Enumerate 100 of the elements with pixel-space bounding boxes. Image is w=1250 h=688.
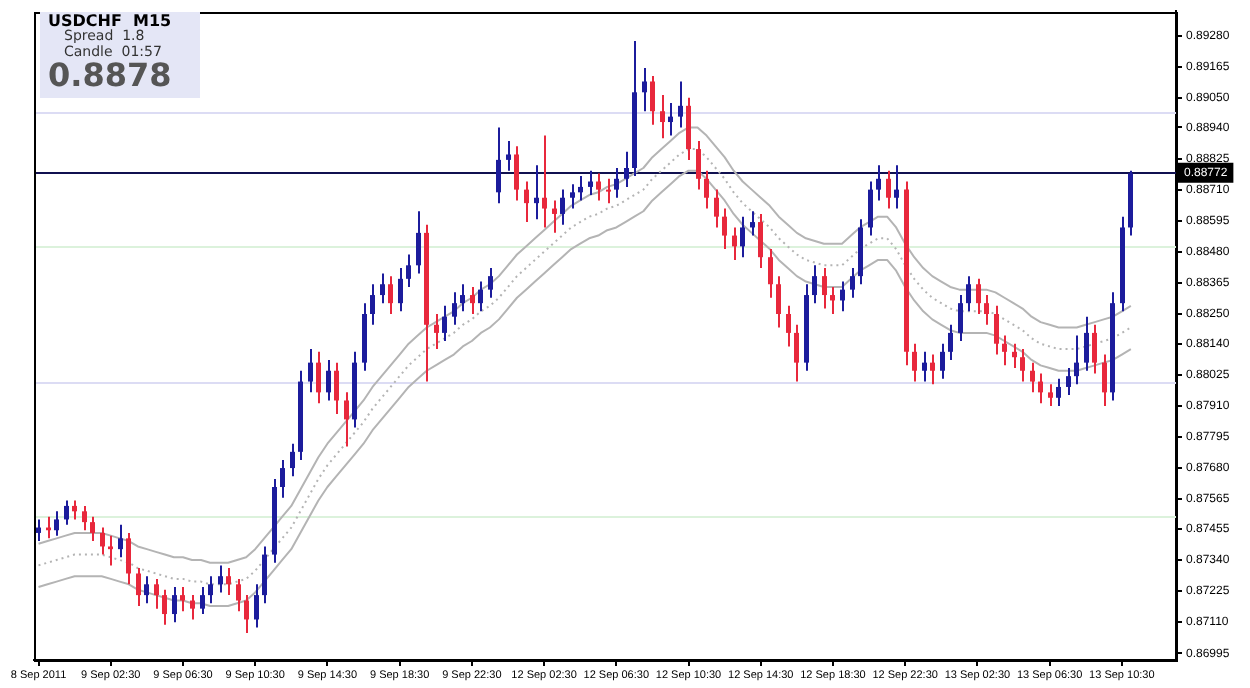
candlestick bbox=[1084, 315, 1089, 372]
candlestick bbox=[478, 280, 483, 313]
candlestick bbox=[280, 458, 285, 499]
candlestick bbox=[1066, 367, 1071, 397]
candlestick bbox=[416, 210, 421, 275]
candlestick bbox=[72, 499, 77, 521]
candlestick bbox=[560, 188, 565, 226]
candlestick bbox=[1002, 334, 1007, 367]
candlestick bbox=[452, 291, 457, 326]
candlestick bbox=[958, 294, 963, 343]
candlestick bbox=[370, 283, 375, 326]
candlestick bbox=[398, 267, 403, 313]
candlestick bbox=[886, 169, 891, 210]
candlestick bbox=[776, 275, 781, 329]
candlestick bbox=[344, 391, 349, 448]
candlestick bbox=[326, 358, 331, 402]
candlestick bbox=[722, 207, 727, 251]
candlestick bbox=[1038, 372, 1043, 405]
candlestick bbox=[1102, 353, 1107, 407]
candlestick bbox=[406, 253, 411, 288]
candlestick bbox=[794, 323, 799, 383]
candlestick bbox=[254, 583, 259, 629]
candlestick bbox=[812, 264, 817, 305]
candlestick bbox=[316, 350, 321, 405]
candlestick bbox=[180, 586, 185, 613]
candlestick bbox=[262, 545, 267, 605]
candlestick bbox=[588, 169, 593, 197]
candlestick bbox=[614, 166, 619, 199]
candlestick bbox=[984, 294, 989, 326]
candlestick bbox=[668, 102, 673, 137]
candlestick bbox=[1074, 334, 1079, 386]
candlestick bbox=[840, 280, 845, 313]
candlestick bbox=[740, 215, 745, 259]
candlestick bbox=[136, 567, 141, 607]
candlestick bbox=[830, 285, 835, 315]
candlestick bbox=[290, 442, 295, 478]
candlestick bbox=[930, 353, 935, 386]
candlestick bbox=[1056, 377, 1061, 407]
candlestick bbox=[542, 134, 547, 229]
candlestick bbox=[758, 212, 763, 270]
candlestick bbox=[1048, 383, 1053, 407]
candlestick bbox=[244, 594, 249, 634]
candlestick bbox=[660, 94, 665, 140]
candlestick bbox=[236, 577, 241, 613]
candlestick bbox=[190, 594, 195, 621]
candlestick bbox=[308, 348, 313, 394]
candlestick bbox=[850, 267, 855, 299]
candlestick bbox=[570, 183, 575, 210]
candlestick bbox=[606, 177, 611, 205]
candlestick bbox=[732, 226, 737, 261]
candlestick bbox=[1030, 361, 1035, 394]
candlestick bbox=[642, 66, 647, 113]
candlestick bbox=[126, 531, 131, 586]
candlestick bbox=[496, 126, 501, 205]
candlestick bbox=[218, 564, 223, 594]
candlestick bbox=[578, 175, 583, 202]
candlestick bbox=[434, 312, 439, 351]
candlestick bbox=[514, 145, 519, 202]
candlestick bbox=[704, 169, 709, 210]
candlestick bbox=[1092, 323, 1097, 375]
candlestick bbox=[64, 499, 69, 526]
candlestick bbox=[36, 518, 41, 543]
candlestick bbox=[118, 523, 123, 559]
candlestick bbox=[208, 575, 213, 605]
candlestick bbox=[172, 586, 177, 624]
candlestick bbox=[714, 188, 719, 229]
candlestick bbox=[162, 588, 167, 626]
annotation: USDCHF M15 bbox=[48, 12, 174, 30]
candlestick bbox=[200, 586, 205, 616]
candlestick bbox=[876, 164, 881, 202]
candlestick bbox=[154, 577, 159, 610]
candlestick bbox=[768, 248, 773, 299]
candlestick bbox=[552, 199, 557, 234]
candlestick bbox=[922, 350, 927, 383]
candlestick bbox=[686, 96, 691, 161]
candlestick bbox=[54, 510, 59, 537]
candlestick bbox=[1012, 342, 1017, 370]
candlestick bbox=[822, 267, 827, 310]
candlestick bbox=[226, 567, 231, 597]
candlestick bbox=[460, 283, 465, 313]
candlestick bbox=[696, 139, 701, 191]
candlestick bbox=[596, 172, 601, 202]
candlestick bbox=[948, 323, 953, 361]
candlestick bbox=[678, 80, 683, 129]
candlestick bbox=[650, 75, 655, 126]
candlestick bbox=[624, 150, 629, 188]
candlestick bbox=[442, 304, 447, 343]
candlestick bbox=[144, 575, 149, 605]
candlestick bbox=[912, 342, 917, 383]
candlestick bbox=[994, 304, 999, 356]
candlestick bbox=[388, 275, 393, 315]
candlestick bbox=[488, 267, 493, 299]
candlestick bbox=[1020, 348, 1025, 383]
candlestick bbox=[82, 504, 87, 532]
candlestick bbox=[100, 526, 105, 556]
candlestick bbox=[966, 275, 971, 313]
annotation: 0.8878 bbox=[48, 56, 174, 95]
candlestick bbox=[940, 342, 945, 380]
candlestick bbox=[90, 515, 95, 543]
candlestick bbox=[976, 277, 981, 315]
